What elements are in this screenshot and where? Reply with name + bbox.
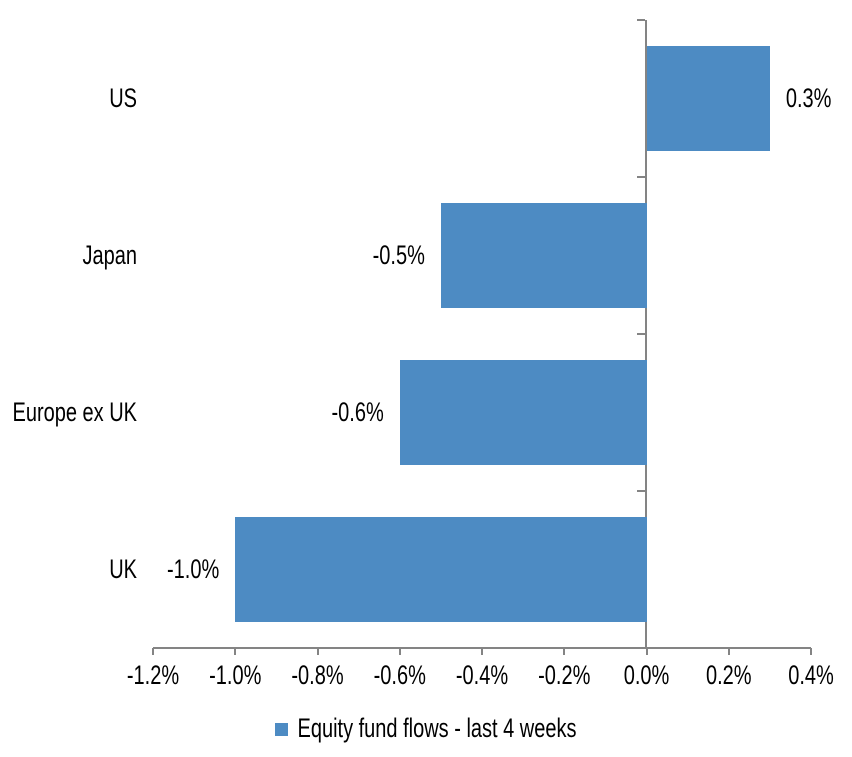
value-axis-tick [563, 648, 566, 655]
bar-us [646, 46, 770, 151]
value-axis-tick-label: 0.2% [684, 662, 774, 690]
value-axis-tick-label-text: -1.2% [126, 661, 180, 691]
category-axis-tick [637, 333, 645, 335]
category-axis-tick [637, 176, 645, 178]
value-axis-tick-label-text: -0.6% [373, 661, 426, 691]
category-label-us-text: US [109, 83, 137, 114]
data-label-us-text: 0.3% [785, 83, 832, 114]
value-axis-tick [234, 648, 237, 655]
bar-uk [235, 517, 647, 622]
category-axis-line [645, 20, 647, 649]
value-axis-tick-label: -1.2% [108, 662, 198, 690]
category-label-uk-text: UK [109, 554, 137, 585]
value-axis-tick-label-text: -0.8% [291, 661, 344, 691]
category-label-europe-ex-uk-text: Europe ex UK [12, 397, 137, 428]
value-axis-tick-label-text: -0.2% [538, 661, 591, 691]
value-axis-tick [645, 648, 648, 655]
value-axis-tick [316, 648, 319, 655]
value-axis-tick-label-text: -1.0% [209, 661, 262, 691]
data-label-uk: -1.0% [109, 556, 219, 584]
value-axis-tick-label: 0.4% [766, 662, 852, 690]
legend-series-label: Equity fund flows - last 4 weeks [297, 714, 577, 744]
value-axis-tick-label: -0.8% [273, 662, 363, 690]
value-axis-tick [727, 648, 730, 655]
value-axis-tick-label: -0.4% [437, 662, 527, 690]
value-axis-tick-label: -0.6% [355, 662, 445, 690]
category-axis-tick [637, 19, 645, 21]
value-axis-tick [152, 648, 154, 655]
value-axis-tick-label: 0.0% [602, 662, 692, 690]
legend: Equity fund flows - last 4 weeks [0, 714, 852, 744]
value-axis-tick-label-text: 0.4% [788, 661, 834, 691]
value-axis-tick-label: -1.0% [190, 662, 280, 690]
data-label-uk-text: -1.0% [167, 554, 220, 585]
value-axis-tick-label-text: -0.4% [455, 661, 509, 691]
value-axis-tick-label-text: 0.0% [623, 661, 670, 691]
category-axis-tick [637, 490, 645, 492]
data-label-us: 0.3% [786, 85, 852, 113]
data-label-japan-text: -0.5% [372, 240, 425, 271]
bar-japan [440, 203, 647, 308]
category-label-japan: Japan [0, 240, 138, 271]
category-label-us: US [0, 85, 137, 113]
data-label-europe-ex-uk: -0.6% [274, 399, 384, 427]
value-axis-tick [398, 648, 401, 655]
value-axis-tick [810, 648, 812, 655]
category-label-uk: UK [0, 556, 137, 584]
value-axis-tick-label: -0.2% [519, 662, 609, 690]
legend-series-swatch-icon [275, 722, 289, 736]
category-label-europe-ex-uk: Europe ex UK [0, 399, 137, 427]
data-label-europe-ex-uk-text: -0.6% [331, 397, 384, 428]
bar-europe-ex-uk [399, 360, 647, 465]
value-axis-tick-label-text: 0.2% [705, 661, 752, 691]
data-label-japan: -0.5% [315, 242, 425, 270]
value-axis-tick [481, 648, 483, 655]
category-label-japan-text: Japan [82, 240, 138, 271]
